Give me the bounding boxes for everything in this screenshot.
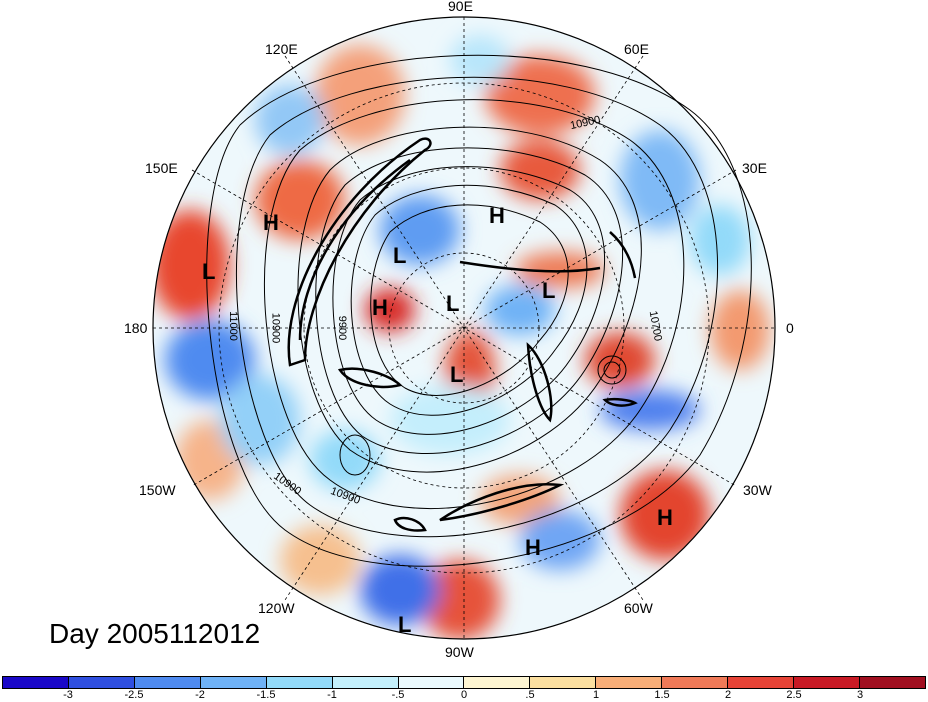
jet-contours (287, 137, 638, 532)
plot-title: Day 2005112012 (49, 618, 261, 649)
contour-label: 11000 (226, 311, 239, 341)
contour-label: 9900 (336, 315, 349, 341)
colorbar-tick-label: -.5 (391, 689, 405, 701)
lon-label-150w: 150W (139, 482, 176, 498)
colorbar-tick-label: 1.5 (654, 689, 670, 701)
colorbar-segment (794, 677, 860, 688)
lon-label-90e: 90E (448, 0, 473, 14)
high-center-label: H (372, 295, 388, 320)
colorbar-segment (3, 677, 69, 688)
colorbar-tick-label: 2 (724, 689, 732, 701)
colorbar-segment (266, 677, 333, 688)
low-center-label: L (202, 259, 216, 284)
lon-label-150e: 150E (145, 160, 178, 176)
colorbar-segment (728, 677, 795, 688)
low-center-label: L (446, 291, 460, 316)
high-center-label: H (489, 203, 505, 228)
contour-label: 10900 (269, 312, 282, 344)
lon-label-120w: 120W (258, 600, 295, 616)
colorbar-tick-label: -2 (195, 689, 205, 701)
lon-label-180: 180 (124, 320, 148, 336)
lon-label-0: 0 (786, 320, 794, 336)
low-center-label: L (398, 612, 412, 637)
colorbar-segment (134, 677, 201, 688)
colorbar-segment (398, 677, 465, 688)
colorbar-tick-label: -3 (63, 689, 73, 701)
colorbar-segment (464, 677, 531, 688)
lon-label-30w: 30W (743, 482, 772, 498)
colorbar-tick-label: 2.5 (786, 689, 802, 701)
low-center-label: L (393, 243, 407, 268)
colorbar-segment (596, 677, 663, 688)
colorbar-tick-label: -2.5 (124, 689, 144, 701)
colorbar-tick-label: .5 (525, 689, 535, 701)
graticule (153, 17, 775, 639)
height-contours (206, 54, 752, 567)
colorbar-segment (332, 677, 399, 688)
low-center-label: L (542, 278, 556, 303)
colorbar-segment (859, 677, 925, 688)
low-center-label: L (450, 362, 464, 387)
lon-label-30e: 30E (742, 160, 767, 176)
high-center-label: H (525, 535, 541, 560)
colorbar-tick-label: -1 (327, 689, 337, 701)
high-center-label: H (657, 505, 673, 530)
colorbar-tick-label: 1 (592, 689, 600, 701)
colorbar-tick-label: 3 (856, 689, 864, 701)
colorbar-segment (662, 677, 729, 688)
colorbar-segment (530, 677, 597, 688)
colorbar (2, 676, 926, 689)
lon-label-90w: 90W (445, 644, 474, 660)
lon-label-120e: 120E (265, 41, 298, 57)
colorbar-segment (200, 677, 267, 688)
map-boundary (152, 16, 776, 640)
colorbar-tick-label: 0 (460, 689, 468, 701)
high-center-label: H (263, 210, 279, 235)
lon-label-60e: 60E (624, 41, 649, 57)
lon-label-60w: 60W (624, 600, 653, 616)
colorbar-tick-label: -1.5 (256, 689, 276, 701)
colorbar-segment (68, 677, 135, 688)
